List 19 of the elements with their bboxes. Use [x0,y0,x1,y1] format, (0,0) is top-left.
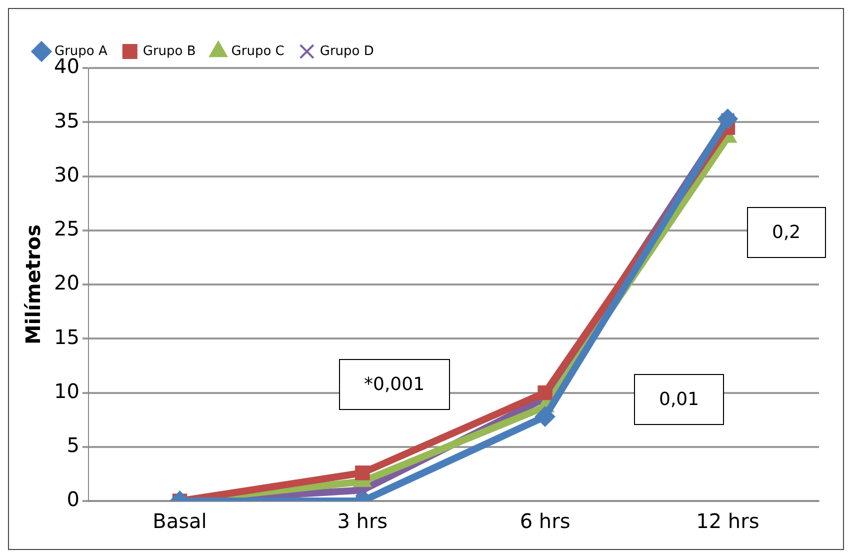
annotation: *0,001 [339,359,450,410]
y-tick-label: 35 [54,108,80,132]
y-tick-label: 15 [54,324,80,349]
x-tick-label: Basal [152,509,207,534]
x-tick-label: 3 hrs [337,509,388,534]
y-tick-label: 10 [54,378,80,403]
y-tick-label: 20 [54,270,80,295]
y-tick-label: 5 [66,433,80,458]
annotation: 0,01 [634,374,724,425]
legend-label: Grupo D [320,44,374,59]
annotation: 0,2 [747,207,826,258]
y-tick-label: 25 [54,216,80,241]
legend-label: Grupo B [142,44,196,59]
x-tick-label: 12 hrs [696,509,760,534]
y-tick-label: 30 [54,162,80,186]
y-tick-label: 0 [66,487,80,512]
y-axis-title: Milímetros [21,224,46,344]
x-tick-label: 6 hrs [520,509,570,534]
legend-label: Grupo C [231,44,284,59]
